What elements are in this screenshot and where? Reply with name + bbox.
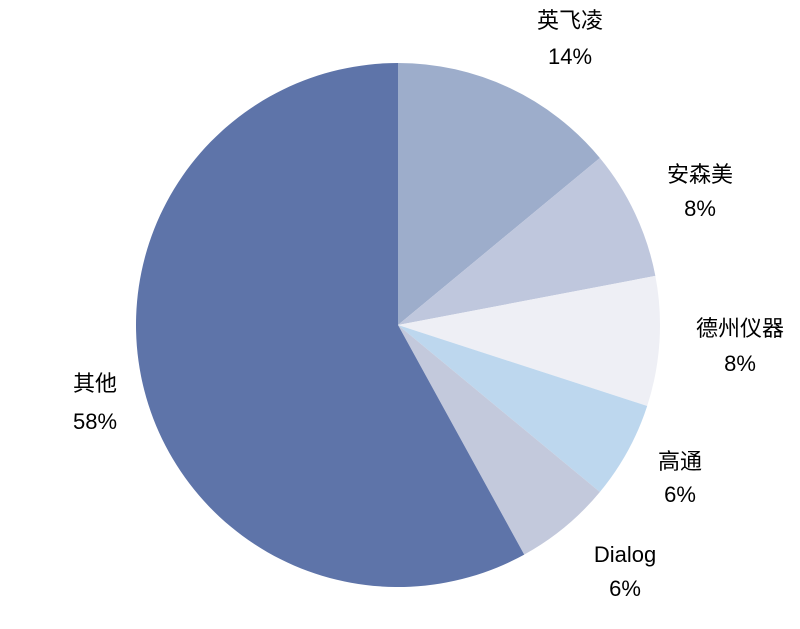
pie-slice xyxy=(398,325,648,493)
pie-slice xyxy=(398,325,600,555)
value-label: 6% xyxy=(664,482,696,507)
pie-slice xyxy=(398,63,600,325)
slice-label: 其他 xyxy=(73,371,117,396)
value-label: 8% xyxy=(684,196,716,221)
value-label: 58% xyxy=(73,409,117,434)
value-label: 6% xyxy=(609,576,641,601)
pie-slice xyxy=(398,157,656,325)
slice-label: Dialog xyxy=(594,542,656,567)
pie-slice xyxy=(136,63,525,587)
value-label: 14% xyxy=(548,44,592,69)
slice-label: 德州仪器 xyxy=(696,316,784,341)
pie-slice xyxy=(398,275,661,406)
slice-label: 高通 xyxy=(658,449,702,474)
value-label: 8% xyxy=(724,351,756,376)
slice-label: 安森美 xyxy=(667,162,733,187)
slice-label: 英飞凌 xyxy=(537,8,603,33)
